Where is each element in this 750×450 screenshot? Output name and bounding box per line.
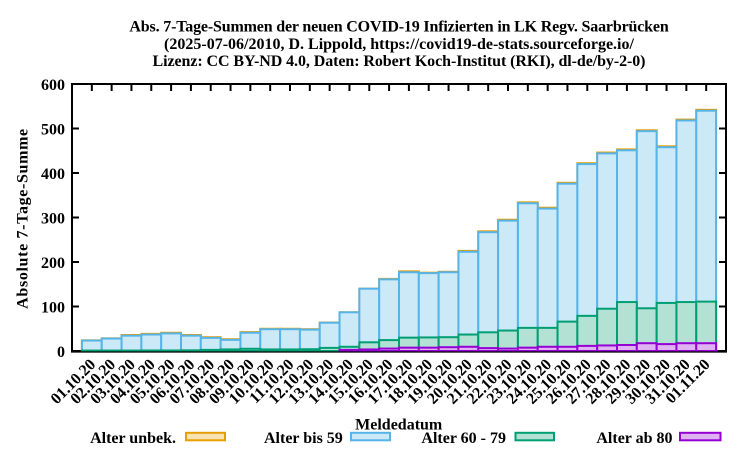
svg-text:Lizenz: CC BY-ND 4.0, Daten: R: Lizenz: CC BY-ND 4.0, Daten: Robert Koch… [153,53,646,70]
svg-text:Alter ab 80: Alter ab 80 [596,430,672,447]
svg-text:Abs. 7-Tage-Summen der neuen C: Abs. 7-Tage-Summen der neuen COVID-19 In… [129,18,668,35]
svg-text:Alter 60 - 79: Alter 60 - 79 [421,430,506,447]
svg-text:500: 500 [41,121,65,138]
svg-text:100: 100 [41,299,65,316]
svg-text:Alter unbek.: Alter unbek. [90,430,176,447]
svg-text:(2025-07-06/2010, D. Lippold,: (2025-07-06/2010, D. Lippold, https://co… [164,36,634,53]
svg-text:Alter bis 59: Alter bis 59 [264,430,343,447]
svg-text:600: 600 [41,77,65,94]
svg-text:Absolute 7-Tage-Summe: Absolute 7-Tage-Summe [14,128,31,309]
svg-text:300: 300 [41,210,65,227]
svg-text:0: 0 [57,344,65,361]
svg-text:Meldedatum: Meldedatum [355,417,443,434]
svg-text:400: 400 [41,166,65,183]
svg-text:200: 200 [41,255,65,272]
